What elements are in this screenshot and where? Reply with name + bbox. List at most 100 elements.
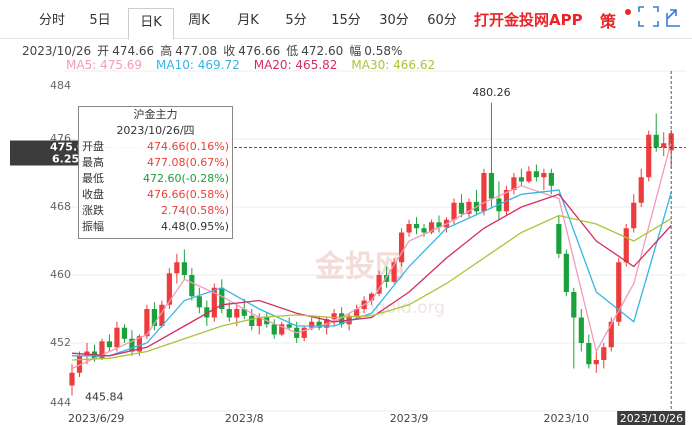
candle-body [369, 293, 375, 301]
max-label: 480.26 [472, 86, 511, 99]
candle-body [541, 173, 547, 178]
quote-row: 2023/10/26 开 474.66 高 477.08 收 476.66 低 472.60 幅 0… [22, 42, 408, 59]
quote-value: 474.66 [112, 44, 155, 58]
candle-body [638, 177, 644, 203]
ma-line [72, 189, 672, 357]
candle-body [436, 222, 442, 228]
candle-body [309, 321, 315, 328]
tab[interactable]: 60分 [427, 13, 457, 28]
candle-body [488, 173, 495, 199]
watermark: 金投网 [314, 250, 405, 285]
y-tick-label: 444 [50, 396, 71, 409]
tooltip-row: 振幅 4.48(0.95%) [79, 219, 232, 235]
strategy-icon[interactable]: 策 [600, 12, 617, 31]
candle-body [181, 262, 187, 275]
candle-body [69, 372, 75, 386]
y-tick-label: 460 [50, 268, 71, 281]
crosshair-label: 475.0 [50, 141, 85, 154]
tab[interactable]: 5分 [285, 13, 307, 28]
toolbar: 打开金投网APP 策 分时 5日 日K 周K 月K 5分 15分 30分 60分 [0, 0, 692, 40]
x-tick-label: 2023/8 [225, 412, 264, 425]
candle-body [121, 327, 128, 339]
popout-icon[interactable] [666, 9, 680, 27]
y-tick-label: 468 [50, 200, 71, 213]
quote-label: 高 [160, 44, 173, 58]
tooltip-label: 最高 [82, 156, 104, 169]
tooltip: 沪金主力 2023/10/26/四 开盘 474.66(0.16%) 最高 477.0… [78, 106, 233, 239]
candle-body [413, 224, 420, 229]
tooltip-label: 开盘 [82, 140, 104, 153]
candle-body [616, 262, 622, 322]
candle-body [533, 171, 539, 178]
candle-body [166, 273, 172, 305]
candle-body [129, 338, 135, 352]
candle-body [301, 327, 307, 338]
candle-body [406, 224, 412, 233]
candle-body [421, 228, 427, 233]
x-tick-label: 2023/6/29 [68, 412, 124, 425]
quote-value: 0.58% [364, 44, 403, 58]
candle-body [331, 313, 337, 320]
legend-entry: MA30: 466.62 [351, 58, 436, 72]
legend-entry: MA20: 465.82 [253, 58, 338, 72]
candle-body [548, 173, 554, 186]
candle-body [526, 171, 532, 182]
crosshair-sub-label: 6.25 [52, 153, 79, 166]
tab[interactable]: 15分 [331, 13, 361, 28]
candle-body [76, 355, 83, 373]
candle-body [631, 202, 637, 229]
tooltip-row: 最高 477.08(0.67%) [79, 155, 232, 171]
candle-body [451, 202, 457, 220]
candle-body [136, 336, 143, 352]
candle-body [151, 309, 157, 326]
candle-body [189, 275, 195, 297]
legend-entry: MA5: 475.69 [66, 58, 143, 72]
candle-body [256, 317, 262, 326]
ma-line [71, 193, 672, 357]
quote-value: 472.60 [301, 44, 344, 58]
candle-body [241, 309, 247, 316]
fullscreen-icon[interactable] [638, 6, 659, 27]
tab[interactable]: 分时 [38, 13, 65, 28]
notify-dot [625, 9, 631, 15]
tooltip-value: 4.48(0.95%) [160, 220, 229, 233]
candle-body [398, 232, 405, 263]
candle-body [196, 296, 202, 308]
candle-body [391, 262, 397, 282]
tab[interactable]: 周K [188, 13, 210, 28]
candle-body [428, 222, 435, 233]
tooltip-value: 477.08(0.67%) [146, 156, 229, 169]
tab[interactable]: 30分 [379, 13, 409, 28]
app-link[interactable]: 打开金投网APP [474, 11, 583, 29]
tooltip-label: 涨跌 [82, 204, 104, 217]
tooltip-label: 收盘 [82, 188, 104, 201]
candle-body [144, 309, 150, 337]
candle-body [578, 317, 584, 343]
candle-body [481, 173, 487, 212]
candle-body [279, 324, 285, 335]
y-tick-label: 452 [50, 336, 71, 349]
candle-body [106, 341, 113, 348]
tab[interactable]: 5日 [89, 13, 111, 28]
candle-body [383, 275, 390, 282]
x-tick-label: 2023/10/26 [620, 412, 683, 425]
candle-body [234, 309, 240, 318]
ma-line [71, 141, 672, 370]
candle-body [623, 228, 629, 263]
candle-body [99, 341, 105, 359]
x-cursor-box [617, 411, 686, 425]
tooltip-row: 最低 472.60(-0.28%) [79, 171, 232, 187]
x-tick-label: 2023/9 [390, 412, 429, 425]
tab[interactable]: 月K [237, 13, 259, 28]
candle-body [586, 343, 592, 365]
candle-body [114, 327, 120, 348]
tab[interactable]: 日K [128, 8, 174, 40]
candle-body [174, 262, 180, 274]
candle-body [458, 202, 465, 214]
tooltip-value: 474.66(0.16%) [146, 140, 229, 153]
candle-body [204, 307, 210, 318]
y-tick-label: 484 [50, 79, 71, 92]
quote-label: 低 [286, 44, 299, 58]
